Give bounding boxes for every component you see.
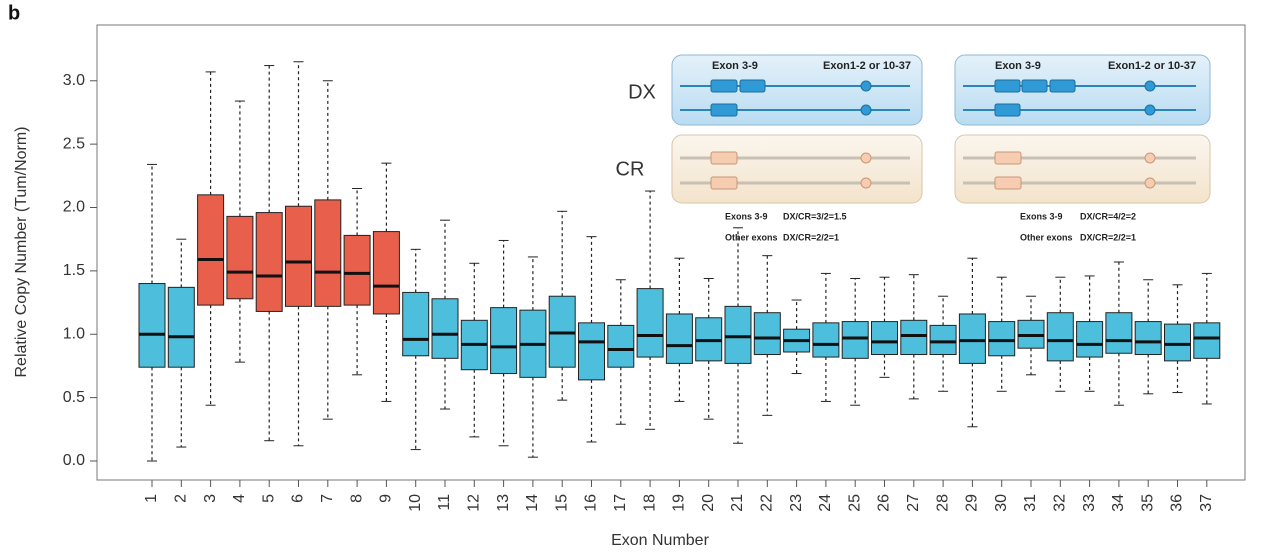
box [930,325,956,354]
x-tick-label: 3 [202,494,219,503]
x-tick-label: 24 [817,494,834,512]
y-tick-label: 0.0 [63,452,85,469]
y-tick-label: 1.0 [63,325,85,342]
exon-label: Exon 3-9 [712,60,758,72]
cr-panel [955,135,1210,203]
ratio-note: DX/CR=4/2=2 [1080,211,1136,221]
ratio-note: Exons 3-9 [1020,211,1063,221]
y-tick-label: 1.5 [63,262,85,279]
box [432,299,458,359]
x-tick-label: 36 [1169,494,1186,512]
y-axis-label: Relative Copy Number (Tum/Norm) [13,126,30,377]
x-tick-label: 22 [759,494,776,512]
x-tick-label: 2 [173,494,190,503]
x-tick-label: 12 [466,494,483,512]
x-tick-label: 25 [846,494,863,512]
box [373,232,399,314]
y-tick-label: 2.0 [63,199,85,216]
box [227,216,253,298]
y-tick-label: 0.5 [63,389,85,406]
x-tick-label: 34 [1110,494,1127,512]
x-tick-label: 23 [788,494,805,512]
x-tick-label: 7 [319,494,336,503]
ratio-note: DX/CR=2/2=1 [1080,232,1136,242]
ratio-note: Other exons [725,232,778,242]
x-tick-label: 32 [1052,494,1069,512]
chart: b Exon Number Relative Copy Number (Tum/… [0,0,1263,554]
x-tick-label: 9 [378,494,395,503]
box [344,235,370,305]
cr-panel [672,135,922,203]
box [959,314,985,363]
box [168,287,194,367]
x-tick-label: 33 [1081,494,1098,512]
y-tick-label: 3.0 [63,72,85,89]
x-tick-label: 26 [876,494,893,512]
box [1047,313,1073,361]
inset: DX CR Exon 3-9 Exon1-2 or 10-37 Exon 3-9… [616,55,1210,242]
x-tick-label: 30 [993,494,1010,512]
x-tick-label: 37 [1198,494,1215,512]
box [813,323,839,357]
x-tick-label: 6 [290,494,307,503]
ratio-note: DX/CR=2/2=1 [783,232,839,242]
box [579,323,605,380]
x-tick-label: 11 [436,494,453,511]
panel-label: b [8,2,20,24]
box [637,289,663,357]
cr-label: CR [616,158,645,180]
ratio-note: Exons 3-9 [725,211,768,221]
x-tick-label: 17 [612,494,629,512]
box [1077,322,1103,357]
x-tick-label: 18 [641,494,658,512]
box [901,320,927,354]
x-axis-label: Exon Number [611,532,709,549]
box [315,200,341,306]
x-tick-label: 5 [260,494,277,503]
box [666,314,692,363]
box [754,313,780,355]
box [608,325,634,367]
x-tick-label: 20 [700,494,717,512]
x-tick-label: 4 [231,494,248,503]
ratio-note: DX/CR=3/2=1.5 [783,211,847,221]
x-tick-label: 35 [1139,494,1156,512]
box [725,306,751,363]
box [1106,313,1132,354]
x-tick-label: 21 [729,494,746,512]
x-tick-label: 28 [934,494,951,512]
x-tick-label: 31 [1022,494,1039,512]
box [491,308,517,374]
box [198,195,224,305]
box [1165,324,1191,361]
x-tick-label: 16 [583,494,600,512]
box [403,292,429,355]
exon-label: Exon1-2 or 10-37 [1108,60,1196,72]
box [989,322,1015,356]
dx-label: DX [628,81,656,103]
x-tick-label: 8 [348,494,365,503]
x-tick-label: 15 [553,494,570,512]
exon-label: Exon1-2 or 10-37 [823,60,911,72]
box [1135,322,1161,355]
box [842,322,868,359]
x-tick-label: 13 [495,494,512,512]
x-tick-label: 14 [524,494,541,512]
box [1194,323,1220,358]
x-tick-label: 29 [964,494,981,512]
x-tick-label: 19 [671,494,688,512]
ratio-note: Other exons [1020,232,1073,242]
box [256,213,282,312]
box [286,206,312,306]
x-tick-label: 27 [905,494,922,512]
box [139,284,165,368]
box [872,322,898,355]
exon-label: Exon 3-9 [995,60,1041,72]
y-tick-label: 2.5 [63,135,85,152]
x-tick-label: 10 [407,494,424,512]
x-tick-label: 1 [143,494,160,503]
